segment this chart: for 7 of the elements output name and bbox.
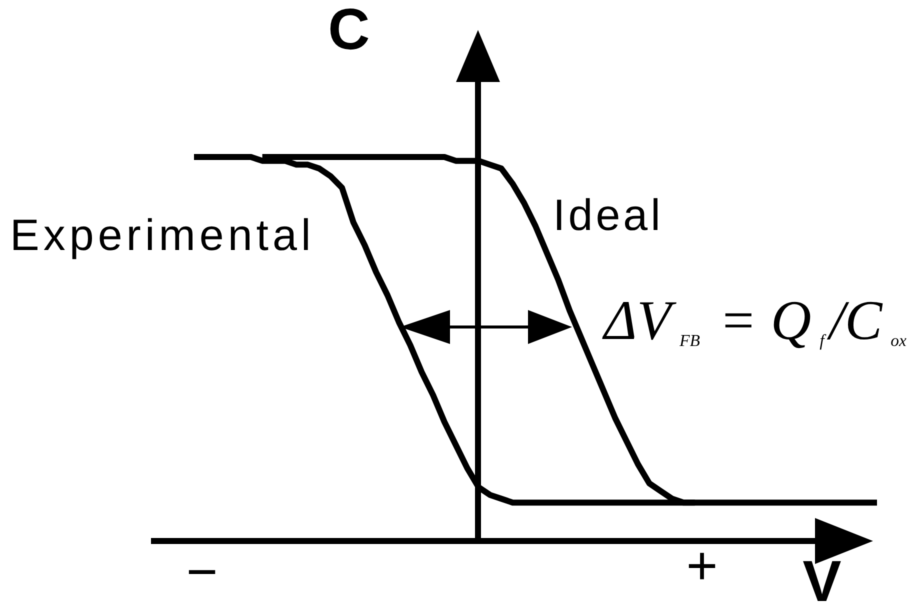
y-axis-title: C bbox=[328, 0, 370, 62]
text: − bbox=[186, 542, 218, 602]
x-axis-title: V bbox=[802, 549, 842, 606]
annotation: ΔV$_{FB}$ = Q$_{f}$/C$_{ox}$ bbox=[604, 289, 908, 354]
series-label: Experimental bbox=[10, 211, 315, 260]
annotation: + bbox=[686, 536, 718, 596]
series-label: Ideal bbox=[553, 191, 664, 240]
